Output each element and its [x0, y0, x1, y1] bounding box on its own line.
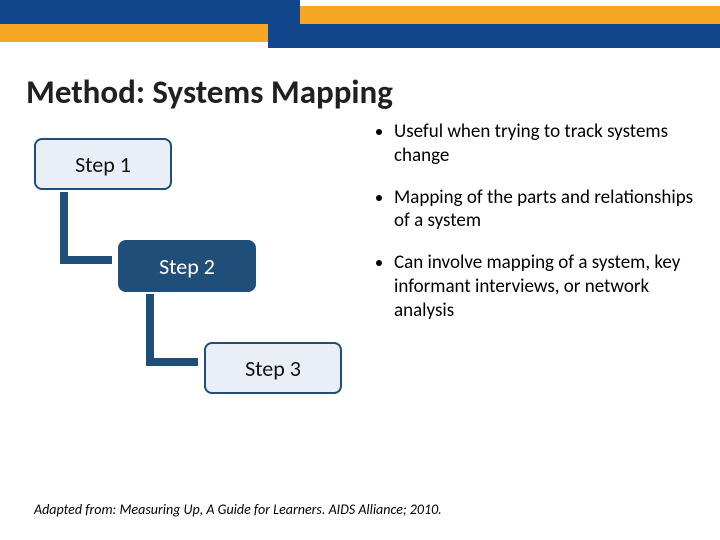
flow-edge-segment-h: [146, 358, 198, 366]
bullet-item: Useful when trying to track systems chan…: [394, 120, 696, 168]
footnote-citation: Adapted from: Measuring Up, A Guide for …: [34, 501, 442, 518]
page-title: Method: Systems Mapping: [26, 72, 720, 112]
banner-blue-top: [0, 0, 300, 24]
content-area: Step 1 Step 2 Step 3 Useful when trying …: [0, 126, 720, 486]
banner-blue-bottom: [268, 24, 720, 48]
flow-node-label: Step 3: [245, 355, 301, 382]
flow-node-label: Step 2: [159, 253, 215, 280]
flow-node-step-2: Step 2: [118, 240, 256, 292]
bullet-item: Mapping of the parts and relationships o…: [394, 186, 696, 234]
header-banner: [0, 0, 720, 48]
flow-edge-segment-v: [146, 294, 154, 366]
bullet-list: Useful when trying to track systems chan…: [376, 120, 696, 340]
flow-node-step-3: Step 3: [204, 342, 342, 394]
flow-node-step-1: Step 1: [34, 138, 172, 190]
flow-edge-segment-v: [60, 192, 68, 264]
flow-node-label: Step 1: [75, 151, 131, 178]
flow-edge-segment-h: [60, 256, 112, 264]
bullet-item: Can involve mapping of a system, key inf…: [394, 251, 696, 322]
